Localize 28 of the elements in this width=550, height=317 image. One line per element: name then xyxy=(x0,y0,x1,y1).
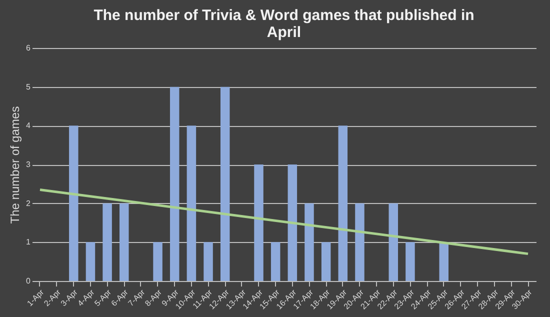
y-tick-label: 1 xyxy=(26,238,32,247)
y-tick-label: 0 xyxy=(26,276,32,286)
y-tick-label: 2 xyxy=(26,198,32,208)
bar xyxy=(355,203,364,281)
y-axis-title: The number of games xyxy=(8,106,22,224)
bar xyxy=(288,164,298,281)
bar xyxy=(406,242,415,281)
bar xyxy=(102,203,112,281)
bar xyxy=(338,126,348,281)
bar xyxy=(388,203,398,281)
bar xyxy=(304,203,314,281)
bar xyxy=(170,86,180,281)
y-tick-label: 3 xyxy=(26,160,32,169)
bar xyxy=(204,242,213,281)
bar xyxy=(153,242,162,281)
bar xyxy=(186,126,196,281)
chart-title: The number of Trivia & Word games that published in April xyxy=(94,7,474,41)
bar xyxy=(220,86,230,281)
y-tick-label: 6 xyxy=(26,44,32,52)
y-tick-label: 5 xyxy=(26,82,32,92)
bar xyxy=(270,242,280,281)
bar xyxy=(321,242,331,281)
bar xyxy=(120,203,129,281)
bar xyxy=(69,126,78,281)
bar xyxy=(86,242,96,281)
bar xyxy=(439,242,448,281)
y-tick-label: 4 xyxy=(26,121,32,130)
bar xyxy=(254,164,264,281)
